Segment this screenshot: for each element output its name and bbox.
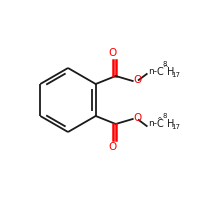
Text: H: H xyxy=(167,119,174,129)
Text: n-: n- xyxy=(148,68,157,76)
Text: 8: 8 xyxy=(162,114,167,119)
Text: n-: n- xyxy=(148,119,157,129)
Text: ^: ^ xyxy=(157,117,163,123)
Text: 17: 17 xyxy=(172,124,181,130)
Text: H: H xyxy=(167,67,174,77)
Text: O: O xyxy=(109,48,117,58)
Text: C: C xyxy=(157,67,163,77)
Text: O: O xyxy=(134,113,142,123)
Text: O: O xyxy=(109,142,117,152)
Text: ^: ^ xyxy=(162,65,168,71)
Text: 8: 8 xyxy=(162,62,167,68)
Text: O: O xyxy=(134,75,142,85)
Text: 17: 17 xyxy=(172,72,181,78)
Text: C: C xyxy=(157,119,163,129)
